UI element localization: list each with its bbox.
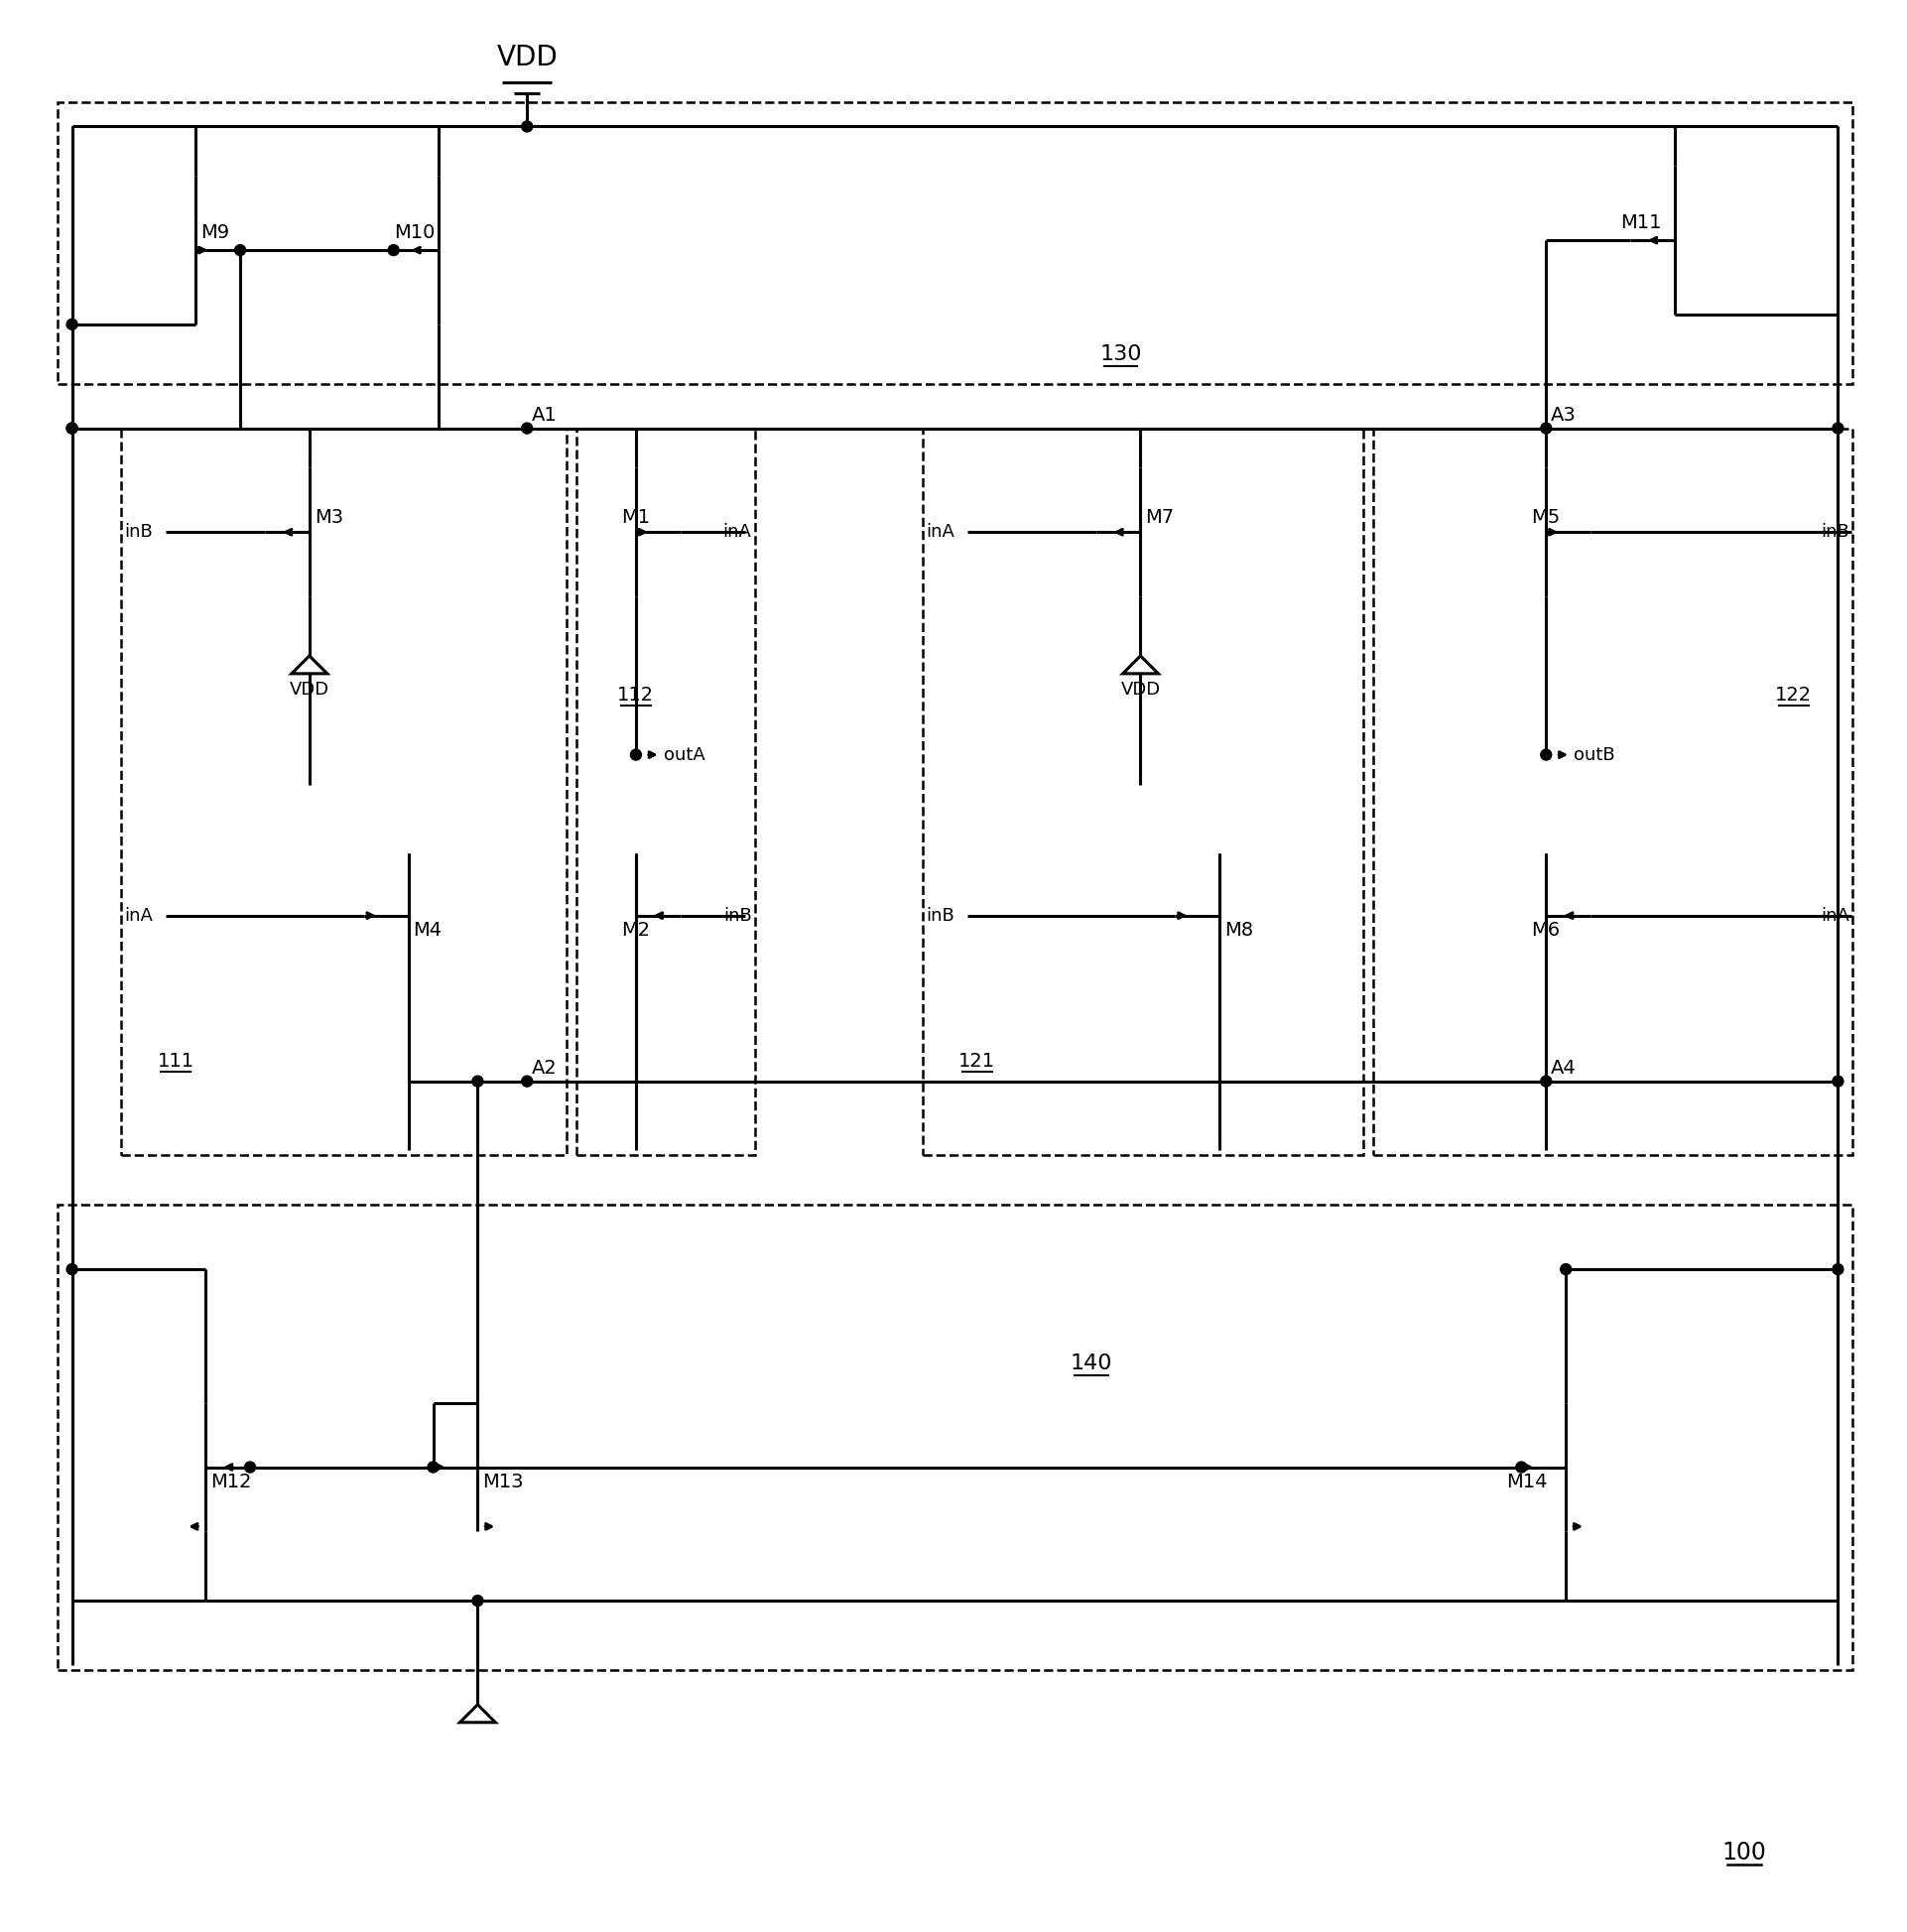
Text: M13: M13 [482,1472,524,1492]
Text: 122: 122 [1775,686,1812,705]
Text: M1: M1 [622,508,650,527]
Text: outB: outB [1573,746,1615,763]
Text: 100: 100 [1722,1841,1766,1864]
Circle shape [523,122,532,131]
Bar [57,102,1854,384]
Circle shape [1541,1076,1552,1086]
Text: M2: M2 [622,922,650,939]
Text: inB: inB [925,906,954,925]
Bar [122,429,566,1155]
Circle shape [631,750,641,759]
Text: VDD: VDD [1121,680,1159,697]
Text: M4: M4 [414,922,442,939]
Text: 112: 112 [618,686,654,705]
Circle shape [523,423,532,433]
Text: M5: M5 [1531,508,1560,527]
Circle shape [473,1076,482,1086]
Text: M9: M9 [200,222,229,242]
Text: A3: A3 [1550,406,1577,425]
Circle shape [67,423,78,433]
Text: inA: inA [124,906,153,925]
Text: inA: inA [925,524,954,541]
Text: VDD: VDD [496,43,557,71]
Text: M12: M12 [210,1472,252,1492]
Text: M3: M3 [315,508,343,527]
Bar [923,429,1364,1155]
Text: inA: inA [723,524,751,541]
Text: 111: 111 [158,1053,195,1070]
Circle shape [67,319,78,330]
Text: M8: M8 [1224,922,1253,939]
Text: 140: 140 [1070,1352,1112,1374]
Circle shape [1541,750,1552,759]
Circle shape [523,1076,532,1086]
Circle shape [244,1463,256,1472]
Circle shape [1560,1264,1571,1275]
Text: M14: M14 [1507,1472,1548,1492]
Circle shape [1833,1264,1844,1275]
Circle shape [1541,423,1552,433]
Text: A2: A2 [532,1059,557,1078]
Text: 121: 121 [959,1053,995,1070]
Circle shape [67,423,78,433]
Circle shape [1833,1076,1844,1086]
Text: inB: inB [1821,524,1850,541]
Text: M6: M6 [1531,922,1560,939]
Text: M7: M7 [1146,508,1175,527]
Text: A4: A4 [1550,1059,1577,1078]
Circle shape [473,1596,482,1605]
Text: inB: inB [124,524,153,541]
Text: VDD: VDD [290,680,330,697]
Text: inA: inA [1821,906,1850,925]
Circle shape [427,1463,439,1472]
Text: outA: outA [664,746,706,763]
Text: M11: M11 [1621,213,1661,232]
Bar [1373,429,1854,1155]
Circle shape [389,245,399,255]
Bar [576,429,755,1155]
Text: M10: M10 [393,222,435,242]
Circle shape [235,245,246,255]
Text: 130: 130 [1100,344,1142,363]
Text: inB: inB [723,906,751,925]
Circle shape [1833,423,1844,433]
Circle shape [67,1264,78,1275]
Circle shape [1516,1463,1528,1472]
Text: A1: A1 [532,406,557,425]
Bar [57,1206,1854,1669]
